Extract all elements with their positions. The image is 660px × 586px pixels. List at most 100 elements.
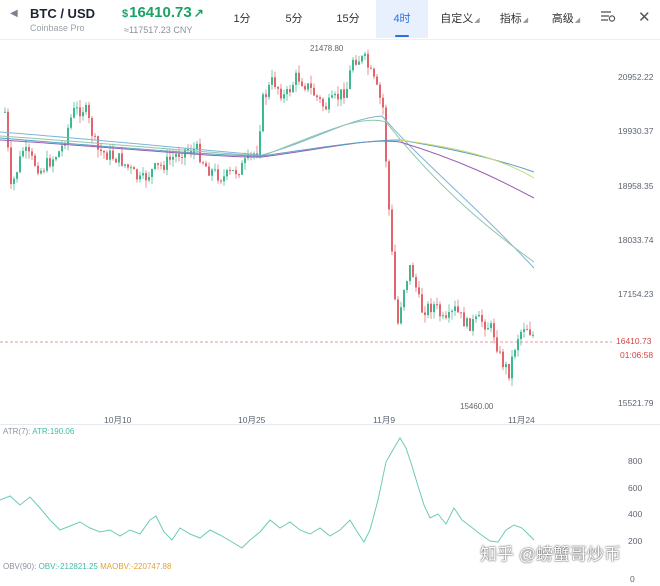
candle-body xyxy=(151,169,153,178)
tab-custom[interactable]: 自定义◢ xyxy=(434,0,486,38)
candle-body xyxy=(373,68,375,77)
price-value: 16410.73 xyxy=(129,4,192,21)
last-price: $16410.73 ↗ xyxy=(122,4,204,22)
price-axis-label: 20952.22 xyxy=(618,72,654,82)
time-axis-label: 10月25 xyxy=(238,415,266,425)
candle-body xyxy=(517,339,519,351)
candle-body xyxy=(421,294,423,313)
candle-body xyxy=(433,304,435,313)
candle-body xyxy=(133,167,135,170)
candle-body xyxy=(16,172,18,179)
candle-body xyxy=(337,93,339,100)
candle-body xyxy=(334,93,336,96)
candle-body xyxy=(22,150,24,157)
candle-body xyxy=(400,307,402,324)
pane-divider[interactable] xyxy=(0,424,660,425)
candle-body xyxy=(325,106,327,110)
candle-body xyxy=(304,86,306,90)
exchange-name: Coinbase Pro xyxy=(30,23,85,33)
candle-body xyxy=(238,174,240,176)
time-axis-label: 11月9 xyxy=(373,415,396,425)
tab-label: 5分 xyxy=(285,13,303,25)
candle-body xyxy=(70,117,72,128)
candle-body xyxy=(52,159,54,167)
candle-body xyxy=(292,84,294,93)
candle-body xyxy=(169,156,171,160)
candle-body xyxy=(355,59,357,65)
candle-body xyxy=(139,175,141,180)
tab-4h[interactable]: 4时 xyxy=(376,0,428,38)
tab-15min[interactable]: 15分 xyxy=(326,0,370,38)
chart-settings-icon[interactable] xyxy=(600,9,616,26)
candle-body xyxy=(49,158,51,167)
candle-body xyxy=(115,158,117,163)
candle-body xyxy=(454,306,456,311)
price-axis-label: 18033.74 xyxy=(618,235,654,245)
candle-body xyxy=(520,331,522,340)
pair-title[interactable]: BTC / USD xyxy=(30,6,95,21)
candle-body xyxy=(25,147,27,151)
candle-body xyxy=(343,89,345,98)
candle-body xyxy=(298,72,300,82)
back-arrow-icon[interactable]: ◀ xyxy=(10,8,18,19)
candle-body xyxy=(394,251,396,300)
candle-body xyxy=(514,350,516,357)
tab-label: 1分 xyxy=(233,13,251,25)
candle-body xyxy=(79,107,81,117)
candle-body xyxy=(505,363,507,368)
candle-body xyxy=(196,143,198,150)
candle-body xyxy=(313,87,315,96)
candle-body xyxy=(328,97,330,110)
candle-body xyxy=(349,70,351,89)
candle-body xyxy=(481,315,483,322)
candle-body xyxy=(91,118,93,136)
candle-body xyxy=(442,315,444,317)
candle-body xyxy=(466,318,468,327)
tab-5min[interactable]: 5分 xyxy=(274,0,314,38)
candle-body xyxy=(316,95,318,98)
obv-axis-label: 0 xyxy=(630,574,635,584)
atr-axis-label: 800 xyxy=(628,456,643,466)
candle-body xyxy=(478,315,480,317)
candle-body xyxy=(493,323,495,338)
candle-body xyxy=(532,334,534,336)
chevron-down-icon: ◢ xyxy=(574,17,581,24)
candle-body xyxy=(436,304,438,306)
moving-average-line xyxy=(0,119,535,263)
tab-indicators[interactable]: 指标◢ xyxy=(492,0,536,38)
candle-body xyxy=(352,59,354,71)
candle-countdown: 01:06:58 xyxy=(620,350,654,360)
candle-body xyxy=(178,154,180,158)
candle-body xyxy=(73,107,75,118)
candle-body xyxy=(367,53,369,68)
candle-body xyxy=(346,88,348,98)
candle-body xyxy=(232,170,234,172)
candle-body xyxy=(301,81,303,87)
candle-body xyxy=(259,131,261,156)
candle-body xyxy=(208,166,210,176)
tab-1min[interactable]: 1分 xyxy=(222,0,262,38)
candle-body xyxy=(163,165,165,170)
candle-body xyxy=(40,170,42,174)
candle-body xyxy=(460,312,462,314)
candle-body xyxy=(430,303,432,313)
candle-body xyxy=(229,169,231,171)
tab-advanced[interactable]: 高级◢ xyxy=(544,0,588,38)
candle-body xyxy=(418,287,420,295)
candle-body xyxy=(109,150,111,160)
atr-line xyxy=(0,437,535,549)
candle-body xyxy=(181,157,183,159)
candle-body xyxy=(523,329,525,332)
close-icon[interactable]: ✕ xyxy=(638,9,651,26)
candle-body xyxy=(112,150,114,159)
candle-body xyxy=(424,312,426,316)
price-axis-label: 18958.35 xyxy=(618,181,654,191)
candle-body xyxy=(118,153,120,163)
candle-body xyxy=(310,83,312,88)
candle-body xyxy=(10,147,12,185)
candle-body xyxy=(172,156,174,160)
low-price-label: 15460.00 xyxy=(460,402,494,411)
candle-body xyxy=(217,169,219,181)
price-currency: $ xyxy=(122,8,129,20)
